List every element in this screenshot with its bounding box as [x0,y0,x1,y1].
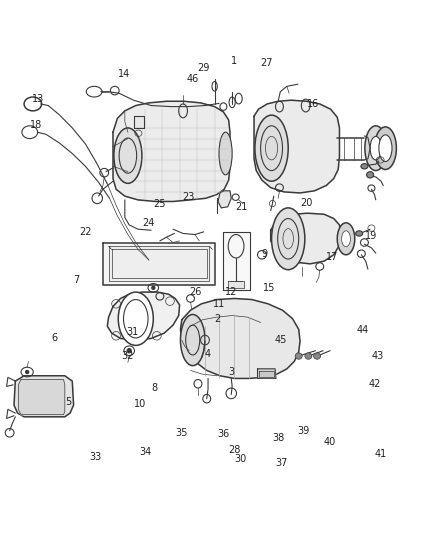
Text: 27: 27 [260,58,272,68]
Ellipse shape [379,135,392,161]
Polygon shape [18,379,65,415]
Polygon shape [134,116,144,128]
Text: 13: 13 [32,94,45,103]
Text: 42: 42 [368,379,381,389]
Polygon shape [223,232,250,290]
Ellipse shape [305,353,312,359]
Ellipse shape [365,126,387,171]
Polygon shape [258,369,276,378]
Text: 44: 44 [357,326,369,335]
Text: 16: 16 [307,99,319,109]
Text: 38: 38 [272,433,284,443]
Polygon shape [107,292,180,340]
Ellipse shape [114,128,142,183]
Text: 12: 12 [225,287,237,297]
Text: 30: 30 [234,455,246,464]
Text: 43: 43 [371,351,384,361]
Text: 23: 23 [182,192,194,202]
Text: 22: 22 [79,227,92,237]
Text: 15: 15 [263,283,275,293]
Polygon shape [109,246,209,281]
Text: 1: 1 [231,56,237,66]
Circle shape [152,286,155,289]
Ellipse shape [361,164,368,169]
Polygon shape [228,281,244,288]
Text: 35: 35 [176,428,188,438]
Text: 45: 45 [274,335,286,345]
Text: 26: 26 [190,287,202,297]
Circle shape [127,349,131,353]
Text: 46: 46 [187,74,199,84]
Text: 32: 32 [121,351,133,361]
Text: 2: 2 [215,314,221,324]
Text: 8: 8 [151,383,157,393]
Ellipse shape [370,136,381,160]
Ellipse shape [118,292,153,345]
Ellipse shape [295,353,302,359]
Text: 18: 18 [30,120,42,130]
Polygon shape [259,371,274,377]
Polygon shape [271,213,341,264]
Text: 3: 3 [228,367,234,377]
Text: 25: 25 [154,199,166,208]
Circle shape [26,370,28,374]
Text: 31: 31 [126,327,138,336]
Text: 37: 37 [276,458,288,467]
Text: 7: 7 [74,275,80,285]
Ellipse shape [180,314,205,366]
Ellipse shape [272,208,305,270]
Text: 28: 28 [228,446,240,455]
Text: 11: 11 [213,299,225,309]
Text: 9: 9 [261,249,267,259]
Polygon shape [113,101,230,201]
Polygon shape [180,298,300,378]
Text: 41: 41 [375,449,387,459]
Text: 19: 19 [365,231,378,240]
Text: 20: 20 [300,198,313,207]
Text: 24: 24 [143,218,155,228]
Ellipse shape [314,353,321,359]
Polygon shape [254,100,339,193]
Text: 34: 34 [139,447,152,457]
Text: 14: 14 [118,69,130,78]
Text: 29: 29 [198,63,210,73]
Polygon shape [14,376,74,417]
Text: 21: 21 [235,202,247,212]
Text: 40: 40 [324,438,336,447]
Ellipse shape [356,231,363,236]
Text: 10: 10 [134,399,146,409]
Text: 39: 39 [297,426,310,435]
Ellipse shape [367,172,374,178]
Text: 33: 33 [89,453,102,462]
Ellipse shape [342,231,350,247]
Polygon shape [218,191,231,208]
Ellipse shape [337,223,355,255]
Ellipse shape [219,132,232,175]
Ellipse shape [374,127,396,169]
Text: 5: 5 [65,398,71,407]
Ellipse shape [255,115,288,181]
Text: 17: 17 [326,252,338,262]
Text: 36: 36 [217,430,230,439]
Polygon shape [103,243,215,285]
Text: 4: 4 [205,350,211,359]
Text: 6: 6 [52,334,58,343]
